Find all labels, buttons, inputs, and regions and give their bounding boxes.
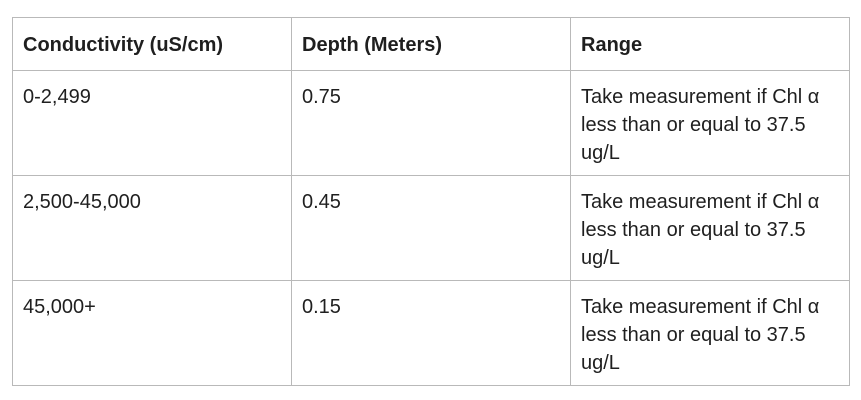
header-conductivity: Conductivity (uS/cm): [12, 17, 292, 71]
header-depth: Depth (Meters): [291, 17, 571, 71]
cell-depth: 0.45: [291, 175, 571, 281]
table-row: 2,500-45,000 0.45 Take measurement if Ch…: [12, 175, 850, 281]
cell-range: Take measurement if Chl α less than or e…: [570, 175, 850, 281]
cell-range: Take measurement if Chl α less than or e…: [570, 70, 850, 176]
table-header-row: Conductivity (uS/cm) Depth (Meters) Rang…: [12, 17, 850, 71]
cell-range: Take measurement if Chl α less than or e…: [570, 280, 850, 386]
header-range: Range: [570, 17, 850, 71]
cell-conductivity: 2,500-45,000: [12, 175, 292, 281]
table-row: 45,000+ 0.15 Take measurement if Chl α l…: [12, 280, 850, 386]
table-row: 0-2,499 0.75 Take measurement if Chl α l…: [12, 70, 850, 176]
cell-depth: 0.15: [291, 280, 571, 386]
cell-depth: 0.75: [291, 70, 571, 176]
conductivity-depth-table: Conductivity (uS/cm) Depth (Meters) Rang…: [12, 17, 850, 386]
cell-conductivity: 45,000+: [12, 280, 292, 386]
cell-conductivity: 0-2,499: [12, 70, 292, 176]
